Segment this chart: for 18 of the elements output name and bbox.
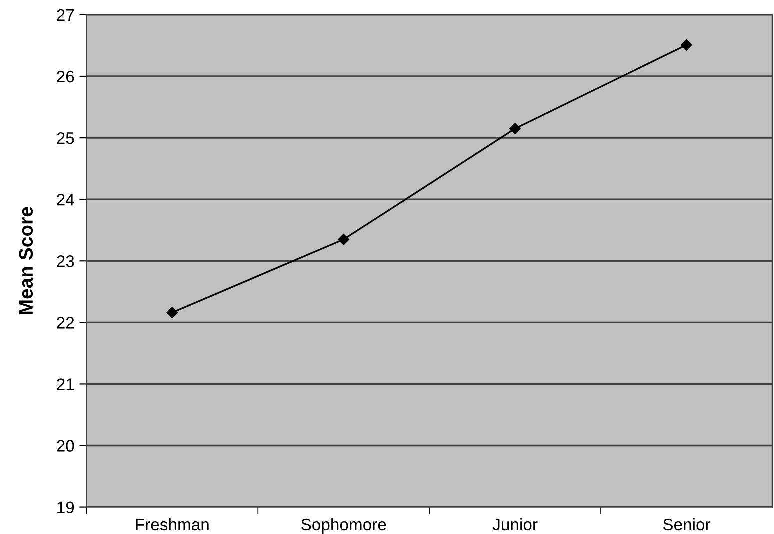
y-tick-label: 20 bbox=[57, 440, 74, 452]
y-tick-label: 26 bbox=[57, 70, 74, 83]
y-tick-label: 19 bbox=[58, 502, 74, 514]
x-tick-label: Freshman bbox=[136, 518, 209, 531]
y-tick-label: 23 bbox=[57, 256, 74, 268]
x-tick-label: Sophomore bbox=[302, 518, 386, 534]
y-tick-label: 25 bbox=[57, 132, 74, 144]
x-tick-label: Senior bbox=[663, 518, 711, 531]
y-tick-label: 22 bbox=[57, 317, 74, 329]
point bbox=[510, 123, 521, 134]
point bbox=[338, 234, 350, 246]
y-tick-label: 27 bbox=[57, 9, 74, 21]
y-axis-title: Mean Score bbox=[19, 207, 34, 314]
y-tick-label: 21 bbox=[57, 378, 74, 390]
y-tick-label: 24 bbox=[57, 194, 74, 206]
point bbox=[166, 307, 178, 318]
x-tick-label: Junior bbox=[492, 518, 538, 531]
point bbox=[681, 40, 692, 51]
